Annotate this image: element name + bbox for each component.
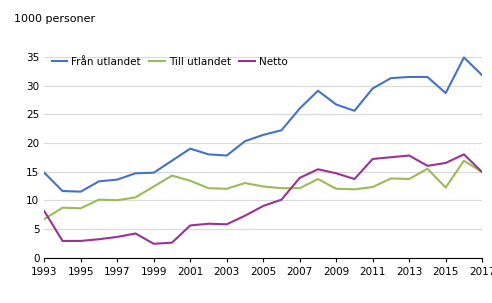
Till utlandet [443,186,449,189]
Netto [41,209,47,213]
Från utlandet [297,107,303,110]
Från utlandet [187,147,193,151]
Netto [388,155,394,159]
Från utlandet [151,171,157,175]
Netto [169,241,175,245]
Från utlandet [369,87,375,90]
Netto [406,154,412,157]
Från utlandet [242,139,248,143]
Till utlandet [187,179,193,182]
Netto [151,242,157,246]
Från utlandet [96,179,102,183]
Netto [351,177,357,181]
Netto [78,239,84,243]
Line: Till utlandet: Till utlandet [44,161,482,219]
Till utlandet [351,188,357,191]
Till utlandet [369,185,375,189]
Netto [461,152,467,156]
Till utlandet [96,198,102,201]
Till utlandet [132,195,138,199]
Netto [425,164,430,168]
Från utlandet [479,73,485,77]
Från utlandet [315,89,321,92]
Text: 1000 personer: 1000 personer [14,14,95,24]
Från utlandet [461,56,467,59]
Från utlandet [260,133,266,137]
Till utlandet [479,170,485,174]
Till utlandet [169,174,175,177]
Från utlandet [41,171,47,175]
Legend: Från utlandet, Till utlandet, Netto: Från utlandet, Till utlandet, Netto [50,55,290,69]
Till utlandet [425,167,430,171]
Netto [260,204,266,208]
Till utlandet [297,186,303,190]
Netto [242,214,248,218]
Netto [315,168,321,171]
Från utlandet [206,152,212,156]
Till utlandet [206,186,212,190]
Till utlandet [260,185,266,188]
Till utlandet [114,198,120,202]
Netto [224,222,230,226]
Från utlandet [78,190,84,193]
Netto [96,237,102,241]
Till utlandet [242,181,248,185]
Från utlandet [224,154,230,157]
Till utlandet [388,177,394,180]
Netto [479,170,485,174]
Netto [114,235,120,239]
Från utlandet [132,171,138,175]
Till utlandet [151,185,157,188]
Från utlandet [388,76,394,80]
Netto [60,239,65,243]
Från utlandet [406,75,412,79]
Från utlandet [114,178,120,181]
Netto [443,161,449,165]
Netto [369,157,375,161]
Till utlandet [461,159,467,162]
Från utlandet [60,189,65,193]
Line: Från utlandet: Från utlandet [44,58,482,191]
Till utlandet [41,217,47,221]
Line: Netto: Netto [44,154,482,244]
Från utlandet [443,91,449,95]
Netto [278,198,284,201]
Från utlandet [169,159,175,162]
Till utlandet [333,187,339,191]
Netto [132,232,138,235]
Till utlandet [78,206,84,210]
Till utlandet [278,186,284,190]
Från utlandet [425,75,430,79]
Till utlandet [60,206,65,209]
Till utlandet [406,177,412,181]
Från utlandet [333,103,339,106]
Från utlandet [278,128,284,132]
Netto [206,222,212,225]
Netto [187,224,193,227]
Netto [297,176,303,180]
Från utlandet [351,109,357,113]
Till utlandet [224,187,230,191]
Netto [333,171,339,175]
Till utlandet [315,177,321,181]
